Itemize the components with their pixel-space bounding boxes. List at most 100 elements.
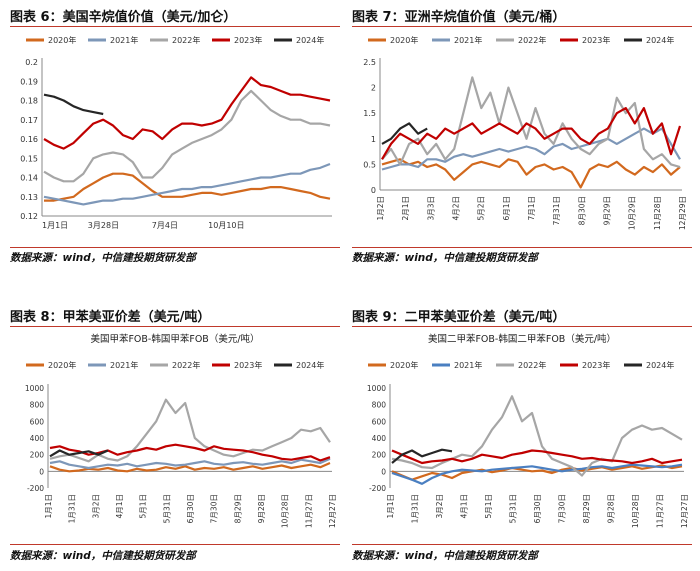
x-tick-label: 8月29日: [233, 494, 242, 523]
chart-panel-xylene-spread: 图表 9：二甲苯美亚价差（美元/吨） 美国二甲苯FOB-韩国二甲苯FOB（美元/…: [352, 306, 692, 568]
series-line: [381, 106, 682, 160]
y-tick-label: 1.5: [363, 109, 376, 118]
legend-item: 2024年: [274, 360, 324, 370]
title-rule: [10, 26, 340, 27]
x-tick-label: 7月4日: [152, 221, 178, 230]
legend-item: 2023年: [212, 35, 262, 45]
legend-label: 2022年: [518, 360, 546, 370]
legend-item: 2022年: [496, 35, 546, 45]
x-tick-label: 9月28日: [607, 494, 616, 523]
y-tick-label: 200: [30, 451, 45, 460]
legend-label: 2022年: [172, 35, 200, 45]
x-tick-label: 4月2日: [452, 196, 461, 221]
legend-item: 2024年: [624, 360, 674, 370]
chart-area: 美国二甲苯FOB-韩国二甲苯FOB（美元/吨） 2020年 2021年 2022年 20…: [367, 333, 689, 528]
source-note: 数据来源：wind，中信建投期货研发部: [10, 550, 196, 562]
x-tick-label: 12月27日: [328, 494, 337, 528]
series-line: [43, 89, 331, 183]
series-line: [391, 395, 683, 477]
y-tick-label: 0.13: [20, 193, 38, 202]
panel-title: 图表 6：美国辛烷值价值（美元/加仑）: [10, 10, 237, 25]
title-rule: [352, 26, 692, 27]
y-tick-label: 0.5: [363, 160, 376, 169]
series-line: [49, 398, 331, 463]
x-tick-label: 10月28日: [631, 494, 640, 528]
x-tick-label: 5月31日: [509, 494, 518, 523]
series-line: [391, 449, 683, 465]
y-tick-label: 1000: [367, 384, 386, 393]
legend-label: 2024年: [296, 35, 324, 45]
legend-label: 2021年: [454, 35, 482, 45]
chart-title: 美国甲苯FOB-韩国甲苯FOB（美元/吨）: [90, 333, 259, 345]
x-tick-label: 10月10日: [208, 221, 244, 230]
y-tick-label: 800: [372, 401, 387, 410]
series-line: [381, 122, 428, 145]
x-tick-label: 1月31日: [68, 494, 77, 523]
legend-label: 2024年: [646, 360, 674, 370]
series-line: [391, 448, 453, 464]
x-tick-label: 3月28日: [88, 221, 119, 230]
legend-item: 2022年: [150, 360, 200, 370]
source-rule: [10, 247, 340, 248]
series-line: [49, 461, 331, 473]
y-tick-label: -200: [369, 484, 386, 493]
x-tick-label: 1月2日: [376, 196, 385, 221]
chart-area: 2020年 2021年 2022年 2023年 2024年 0.2 0.19 0.18 0.17…: [20, 35, 332, 230]
x-tick-label: 1月1日: [42, 221, 68, 230]
x-tick-label: 5月1日: [139, 494, 148, 519]
y-tick-label: 0.12: [20, 212, 38, 221]
panel-title: 图表 8：甲苯美亚价差（美元/吨）: [10, 310, 211, 325]
source-rule: [10, 544, 340, 545]
legend-label: 2023年: [234, 35, 262, 45]
y-tick-label: 200: [372, 451, 387, 460]
x-tick-label: 7月30日: [558, 494, 567, 523]
legend-item: 2023年: [212, 360, 262, 370]
x-tick-label: 6月30日: [533, 494, 542, 523]
x-tick-label: 2月1日: [401, 196, 410, 221]
y-tick-label: 0: [371, 186, 376, 195]
x-tick-label: 5月31日: [162, 494, 171, 523]
chart-panel-toluene-spread: 图表 8：甲苯美亚价差（美元/吨） 美国甲苯FOB-韩国甲苯FOB（美元/吨） 2…: [10, 306, 340, 568]
series-line: [381, 158, 681, 189]
x-tick-label: 11月27日: [304, 494, 313, 528]
y-tick-label: 2.5: [363, 58, 376, 67]
legend-label: 2023年: [234, 360, 262, 370]
legend-item: 2020年: [368, 35, 418, 45]
y-tick-label: 0.19: [20, 77, 38, 86]
x-tick-label: 1月31日: [411, 494, 420, 523]
series-line: [43, 162, 331, 206]
legend-label: 2021年: [454, 360, 482, 370]
source-note: 数据来源：wind，中信建投期货研发部: [352, 550, 538, 562]
chart-area: 美国甲苯FOB-韩国甲苯FOB（美元/吨） 2020年 2021年 2022年 2023…: [25, 333, 337, 528]
x-tick-label: 5月2日: [477, 196, 486, 221]
source-rule: [352, 247, 692, 248]
x-tick-label: 8月30日: [577, 196, 586, 225]
legend-label: 2023年: [582, 35, 610, 45]
legend-item: 2021年: [88, 360, 138, 370]
x-tick-label: 12月29日: [678, 196, 687, 230]
legend-label: 2020年: [390, 360, 418, 370]
y-tick-label: 2: [371, 84, 376, 93]
x-tick-label: 7月31日: [552, 196, 561, 225]
legend-label: 2024年: [296, 360, 324, 370]
series-line: [44, 172, 331, 202]
legend-item: 2020年: [368, 360, 418, 370]
x-tick-label: 3月2日: [91, 494, 100, 519]
legend-item: 2022年: [496, 360, 546, 370]
series-line: [43, 93, 104, 116]
legend-label: 2020年: [48, 360, 76, 370]
source-rule: [352, 544, 692, 545]
legend-item: 2024年: [274, 35, 324, 45]
series-line: [43, 76, 331, 150]
source-note: 数据来源：wind，中信建投期货研发部: [10, 252, 196, 264]
x-tick-label: 12月27日: [680, 494, 689, 528]
legend-item: 2023年: [560, 35, 610, 45]
x-tick-label: 10月28日: [281, 494, 290, 528]
legend-item: 2021年: [88, 35, 138, 45]
series-line: [381, 76, 681, 169]
series-line: [49, 457, 331, 470]
y-tick-label: 400: [372, 434, 387, 443]
x-tick-label: 7月1日: [527, 196, 536, 221]
x-tick-label: 3月3日: [426, 196, 435, 221]
x-tick-label: 7月30日: [210, 494, 219, 523]
